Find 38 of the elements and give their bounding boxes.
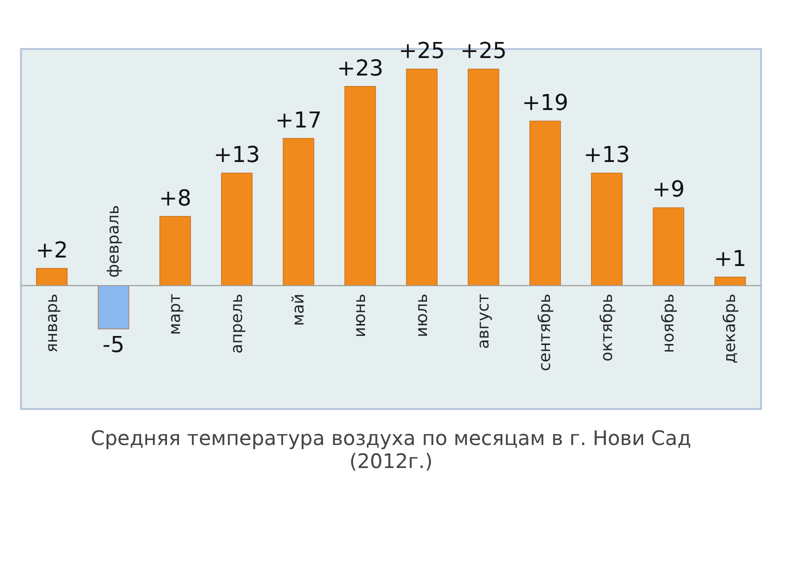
data-label: +13: [214, 143, 260, 168]
bar: [714, 276, 746, 286]
data-label: +25: [398, 39, 446, 64]
bar: [221, 172, 252, 286]
x-tick-label: апрель: [226, 294, 246, 354]
bar: [282, 138, 314, 286]
bar: [160, 216, 191, 286]
bar: [591, 172, 622, 286]
x-tick-label: декабрь: [720, 294, 740, 364]
x-tick-label: май: [288, 294, 308, 326]
x-tick-label: февраль: [104, 205, 122, 278]
data-label: +25: [460, 39, 507, 64]
data-label: +13: [584, 143, 630, 168]
data-label: +1: [714, 247, 746, 272]
x-tick-label: январь: [42, 294, 61, 353]
data-label: -5: [102, 333, 124, 358]
data-label: +2: [36, 238, 68, 264]
bar: [98, 285, 130, 330]
data-label: +19: [522, 91, 568, 116]
x-tick-label: ноябрь: [658, 294, 678, 353]
data-label: +9: [652, 178, 685, 203]
bar: [406, 68, 438, 286]
data-label: +17: [275, 108, 322, 134]
bar: [344, 86, 376, 286]
x-tick-label: октябрь: [596, 294, 616, 362]
x-tick-label: июль: [412, 294, 431, 338]
x-tick-label: сентябрь: [535, 294, 554, 372]
bar: [36, 268, 68, 286]
x-tick-label: август: [474, 294, 492, 349]
bar: [468, 68, 500, 286]
data-label: +8: [158, 186, 192, 212]
text: Средняя температура воздуха по месяцам в г. Нови Сад: [90, 426, 692, 450]
x-tick-label: март: [165, 294, 184, 336]
x-tick-label: июнь: [350, 294, 370, 338]
bar: [652, 207, 684, 286]
bar: [530, 120, 561, 286]
text: (2012г.): [349, 449, 433, 473]
data-label: +23: [336, 56, 384, 82]
